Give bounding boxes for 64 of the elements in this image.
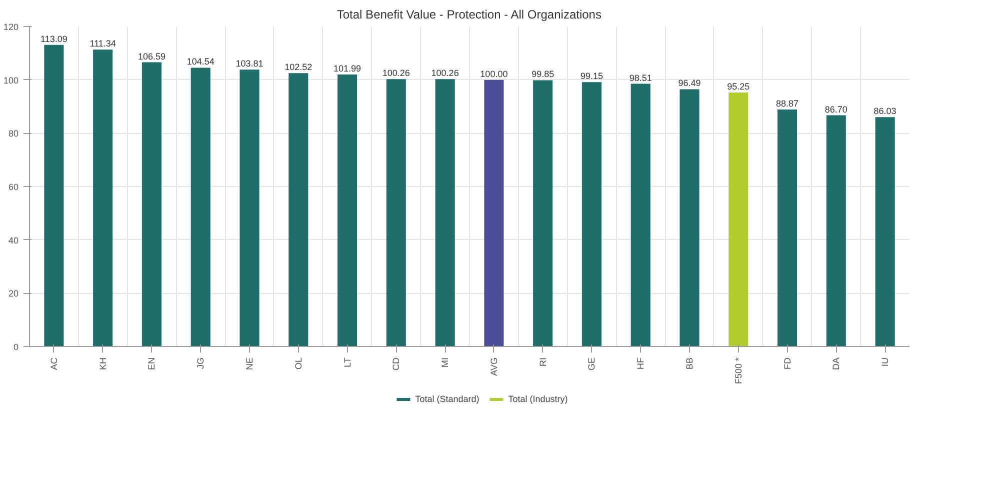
x-tick-label: KH [98,357,108,370]
x-tick-label: FD [782,357,792,370]
legend-label: Total (Industry) [508,394,568,404]
x-tick-label: LT [342,356,352,368]
data-label: 96.49 [678,78,701,88]
data-label: 104.54 [186,56,214,67]
bar [728,92,748,346]
bar [93,50,113,346]
x-tick-label: GE [586,357,597,371]
x-tick-label: OL [293,357,304,370]
data-label: 111.34 [90,38,116,49]
data-label: 99.85 [532,69,554,80]
data-label: 113.09 [40,34,68,44]
bar [44,44,64,346]
y-tick-label: 100 [3,75,19,86]
y-tick-label: 0 [13,342,19,352]
x-tick-label: AC [48,357,59,370]
data-label: 100.26 [382,68,410,78]
x-tick-label: IU [880,358,890,366]
data-label: 100.00 [480,68,508,79]
x-tick-label: AVG [488,357,499,376]
bar [288,73,308,346]
data-label: 106.59 [138,51,166,62]
bar [826,115,846,346]
bar [778,110,798,346]
data-label: 88.87 [776,98,799,109]
x-tick-label: F500 * [733,357,744,384]
data-label: 102.52 [284,62,312,72]
legend-label: Total (Standard) [415,394,480,404]
x-tick-label: MI [440,357,450,368]
data-label: 99.15 [580,71,603,82]
bar [533,80,553,346]
bar [338,74,358,346]
bar [680,89,700,346]
data-label: 95.25 [727,82,750,92]
bar [484,80,504,346]
data-label: 101.99 [334,64,362,74]
bar [190,68,210,346]
y-tick-label: 120 [3,22,19,32]
data-label: 86.03 [874,106,896,116]
x-tick-label: RI [538,358,548,366]
data-label: 86.70 [824,104,848,114]
y-tick-label: 80 [8,128,19,139]
bar [630,84,650,346]
x-tick-label: CD [391,357,402,370]
x-tick-label: JG [196,357,206,369]
chart-title: Total Benefit Value - Protection - All Organizations [336,8,602,22]
x-tick-label: DA [831,357,842,370]
data-label: 100.26 [431,68,459,78]
bar [435,79,455,346]
x-tick-label: EN [146,357,157,370]
y-tick-label: 60 [8,182,19,192]
bar [142,62,162,346]
y-tick-label: 40 [8,235,19,246]
bar [386,79,406,346]
data-label: 98.51 [629,72,652,83]
bar [875,117,895,346]
y-tick-label: 20 [8,288,19,299]
bar [582,82,602,346]
data-label: 103.81 [236,58,264,69]
bar [240,70,260,346]
x-tick-label: HF [636,356,646,370]
x-tick-label: BB [684,357,694,370]
x-tick-label: NE [244,357,254,370]
